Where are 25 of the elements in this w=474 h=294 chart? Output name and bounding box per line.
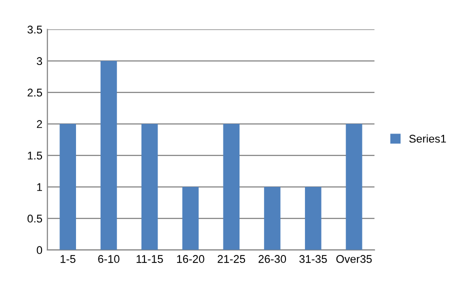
x-tick-label: 31-35 — [299, 255, 327, 263]
bar — [60, 124, 76, 250]
x-tick-label: 6-10 — [98, 255, 120, 263]
legend-label: Series1 — [409, 134, 446, 143]
y-tick-label: 0 — [36, 246, 42, 254]
y-tick-label: 1 — [37, 183, 42, 191]
x-tick-label: 16-20 — [177, 255, 204, 263]
bar — [223, 124, 240, 250]
x-tick-label: 1-5 — [60, 255, 76, 263]
y-tick-label: 1.5 — [28, 152, 42, 160]
y-tick-label: 3 — [36, 57, 42, 66]
x-tick-label: 21-25 — [218, 255, 246, 263]
bar — [182, 186, 199, 250]
x-tick-label: 26-30 — [258, 255, 286, 263]
bar — [141, 124, 158, 250]
bar — [100, 60, 117, 250]
bar — [346, 124, 362, 250]
bar — [304, 186, 322, 250]
x-tick-label: Over35 — [336, 255, 372, 263]
y-tick-label: 0.5 — [28, 214, 42, 223]
bar — [264, 186, 280, 250]
y-tick-label: 2 — [36, 120, 42, 128]
y-tick-label: 2.5 — [28, 88, 42, 97]
y-tick-label: 3.5 — [28, 26, 42, 34]
x-tick-label: 11-15 — [136, 255, 163, 263]
